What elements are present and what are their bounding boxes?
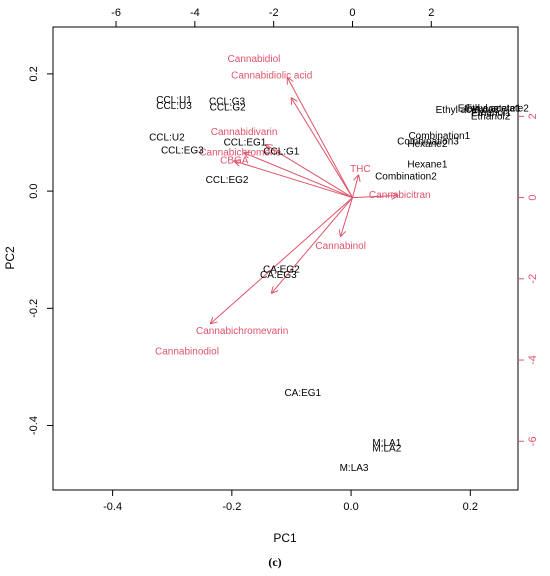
score-label: M:LA3	[340, 463, 369, 474]
x-tick-label: 0.0	[343, 501, 358, 513]
score-label: Combination3	[397, 137, 459, 148]
x-tick-label: -0.4	[103, 501, 122, 513]
score-label: Hexane2	[407, 139, 447, 150]
loading-arrow	[341, 197, 353, 237]
right-tick-label: 0	[527, 195, 539, 201]
score-label: CA:EG1	[284, 388, 321, 399]
top-tick-label: 0	[349, 7, 355, 19]
score-label: M:LA1	[372, 438, 401, 449]
loading-arrow	[211, 197, 353, 324]
y-tick-label: -0.4	[28, 416, 40, 435]
score-label: M:LA2	[372, 444, 401, 455]
top-tick-label: -2	[269, 7, 279, 19]
score-label: CCL:EG2	[206, 175, 249, 186]
loading-arrow	[352, 196, 397, 198]
loading-label: Cannabidivarin	[211, 127, 278, 138]
loading-label: Cannabicitran	[369, 190, 431, 201]
loading-label: Cannabichromevarin	[196, 326, 288, 337]
loading-label: THC	[350, 164, 371, 175]
score-label: CA:EG2	[263, 264, 300, 275]
score-label: CCL:U3	[156, 101, 192, 112]
loading-arrow	[352, 175, 358, 198]
score-label: Ethanol1	[471, 108, 511, 119]
right-tick-label: -6	[527, 436, 539, 446]
score-label: Ethyl acetate3	[436, 105, 500, 116]
loading-label: Cannabinodiol	[155, 347, 219, 358]
score-label: CCL:G2	[210, 103, 247, 114]
score-label: CCL:G1	[263, 146, 300, 157]
y-tick-label: 0.2	[28, 66, 40, 81]
score-label: CCL:G3	[209, 97, 246, 108]
right-tick-label: -2	[527, 274, 539, 284]
loading-arrow	[291, 98, 353, 198]
y-tick-label: 0.0	[28, 183, 40, 198]
loading-arrow	[272, 197, 353, 293]
score-label: CA:EG3	[260, 270, 297, 281]
loading-vectors: Cannabidiol Cannabidiolic acid Cannabidiva…	[155, 54, 431, 357]
score-label: CCL:U1	[156, 95, 192, 106]
top-tick-label: 2	[428, 7, 434, 19]
loading-arrow	[266, 145, 353, 199]
loading-arrow	[234, 161, 353, 199]
score-label: Combination2	[375, 172, 437, 183]
score-label: CCL:EG1	[224, 138, 267, 149]
x-tick-label: 0.2	[463, 501, 478, 513]
top-tick-label: -4	[190, 7, 200, 19]
top-tick-label: -6	[111, 7, 121, 19]
x-axis-title: PC1	[273, 531, 297, 545]
right-tick-label: -4	[527, 355, 539, 365]
loading-label: Cannabichromene	[199, 148, 281, 159]
score-label: CCL:U2	[149, 132, 185, 143]
score-label: CCL:EG3	[161, 145, 204, 156]
score-label: Combination1	[408, 131, 470, 142]
loading-label: Cannabidiol	[228, 54, 281, 65]
loading-arrow	[287, 78, 353, 198]
loading-label: CBGA	[220, 156, 249, 167]
y-tick-label: -0.2	[28, 299, 40, 318]
axes: -0.4 -0.2 0.0 0.2 -0.4 -0.2 0.0 0.2 -6 -4 -2 0 2 -6 -4…	[28, 7, 539, 513]
loading-arrow	[244, 153, 353, 199]
right-tick-label: 2	[527, 113, 539, 119]
score-label: Ethanol2	[471, 111, 511, 122]
panel-caption: (c)	[268, 555, 282, 569]
x-tick-label: -0.2	[222, 501, 241, 513]
y-axis-title: PC2	[3, 246, 17, 270]
score-label: Ethyl acetate2	[465, 104, 529, 115]
score-label: Ethyl acetate1	[458, 104, 522, 115]
loading-label: Cannabinol	[315, 241, 366, 252]
score-label: Hexane1	[407, 159, 447, 170]
plot-frame	[52, 26, 519, 491]
loading-label: Cannabidiolic acid	[231, 70, 312, 81]
